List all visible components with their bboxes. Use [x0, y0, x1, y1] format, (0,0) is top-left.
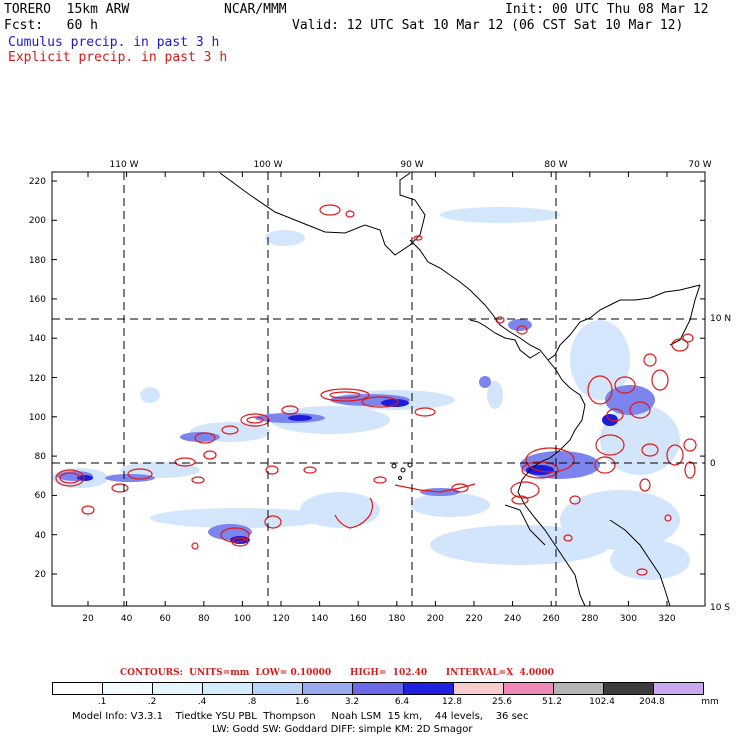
- x-tick-label: 20: [82, 614, 94, 624]
- valid-time: Valid: 12 UTC Sat 10 Mar 12 (06 CST Sat …: [292, 18, 684, 33]
- colorbar: [52, 682, 704, 695]
- gridlines: [52, 172, 705, 606]
- x-tick-label: 160: [349, 614, 367, 624]
- y-tick-label: 40: [34, 530, 46, 541]
- lon-label: 110 W: [109, 160, 139, 170]
- x-tick-label: 320: [658, 614, 676, 624]
- colorbar-label: .1: [97, 697, 107, 707]
- colorbar-swatch: [652, 683, 704, 694]
- coastlines: [219, 172, 701, 607]
- colorbar-swatch: [302, 683, 353, 694]
- colorbar-unit: mm: [701, 697, 719, 707]
- init-time: Init: 00 UTC Thu 08 Mar 12: [505, 2, 709, 17]
- x-tick-label: 60: [159, 614, 171, 624]
- colorbar-label: 102.4: [589, 697, 615, 707]
- legend-cumulus: Cumulus precip. in past 3 h: [8, 35, 220, 50]
- x-tick-label: 200: [426, 614, 444, 624]
- legend-explicit: Explicit precip. in past 3 h: [8, 50, 228, 65]
- x-tick-label: 80: [198, 614, 210, 624]
- y-tick-label: 180: [28, 255, 46, 266]
- colorbar-swatch: [402, 683, 453, 694]
- colorbar-label: 204.8: [639, 697, 665, 707]
- y-tick-label: 220: [28, 177, 46, 187]
- x-tick-label: 300: [619, 614, 637, 624]
- x-tick-label: 140: [311, 614, 329, 624]
- colorbar-swatch: [552, 683, 603, 694]
- colorbar-swatch: [202, 683, 253, 694]
- model-info: Model Info: V3.3.1 Tiedtke YSU PBL Thomp…: [72, 711, 529, 722]
- lat-label: 10 N: [710, 314, 732, 324]
- physics-info: LW: Godd SW: Goddard DIFF: simple KM: 2D…: [212, 724, 473, 735]
- colorbar-swatch: [252, 683, 303, 694]
- colorbar-swatch: [452, 683, 503, 694]
- lat-label: 0: [710, 459, 716, 469]
- y-tick-label: 20: [34, 570, 46, 580]
- colorbar-label: 1.6: [294, 697, 310, 707]
- x-tick-label: 260: [542, 614, 560, 624]
- colorbar-swatch: [102, 683, 153, 694]
- lon-label: 90 W: [400, 160, 424, 170]
- y-tick-label: 100: [28, 412, 46, 423]
- x-tick-label: 100: [233, 614, 251, 624]
- explicit-contours: [55, 204, 697, 576]
- colorbar-swatch: [352, 683, 403, 694]
- lon-label: 100 W: [253, 160, 283, 170]
- x-tick-label: 280: [581, 614, 599, 624]
- forecast-hour: Fcst: 60 h: [4, 18, 98, 33]
- lon-label: 80 W: [544, 160, 568, 170]
- colorbar-label: 6.4: [394, 697, 410, 707]
- colorbar-label: 51.2: [541, 697, 563, 707]
- x-tick-label: 120: [272, 614, 290, 624]
- colorbar-label: .8: [247, 697, 257, 707]
- x-tick-label: 240: [504, 614, 522, 624]
- x-tick-label: 40: [120, 614, 133, 624]
- precip-shading: [52, 207, 690, 580]
- contours-info: CONTOURS: UNITS=mm LOW= 0.10000 HIGH= 10…: [120, 668, 554, 678]
- lat-label: 10 S: [710, 603, 731, 613]
- colorbar-swatch: [53, 683, 103, 694]
- colorbar-swatch: [152, 683, 203, 694]
- org-label: NCAR/MMM: [224, 2, 287, 17]
- colorbar-label: 12.8: [441, 697, 463, 707]
- x-tick-label: 220: [465, 614, 483, 624]
- colorbar-swatch: [602, 683, 653, 694]
- colorbar-label: .4: [197, 697, 207, 707]
- colorbar-label: 25.6: [491, 697, 513, 707]
- colorbar-label: .2: [147, 697, 157, 707]
- x-tick-label: 180: [388, 614, 406, 624]
- y-tick-label: 200: [28, 216, 46, 227]
- model-title: TORERO 15km ARW: [4, 2, 130, 17]
- plot-frame: [51, 171, 706, 607]
- y-tick-label: 80: [34, 452, 46, 463]
- y-tick-label: 120: [28, 373, 46, 384]
- lon-label: 70 W: [688, 160, 712, 170]
- colorbar-label: 3.2: [344, 697, 360, 707]
- colorbar-swatch: [502, 683, 553, 694]
- y-tick-label: 160: [28, 294, 46, 305]
- y-tick-label: 60: [34, 491, 46, 502]
- y-tick-label: 140: [28, 334, 46, 345]
